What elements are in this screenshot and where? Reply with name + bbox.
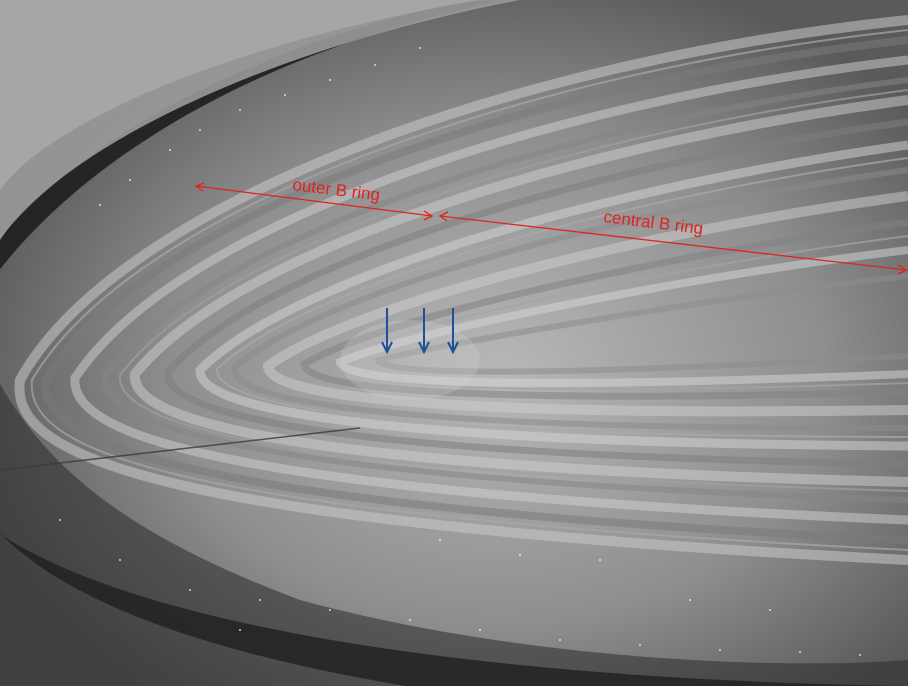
speckle-noise bbox=[59, 47, 861, 656]
ring-bands bbox=[14, 15, 908, 565]
spoke-arrow-2 bbox=[418, 308, 430, 355]
spoke-arrows bbox=[381, 308, 459, 355]
spoke-arrow-3 bbox=[447, 308, 459, 355]
spoke-arrow-1 bbox=[381, 308, 393, 355]
outer-b-ring-arrow bbox=[194, 182, 434, 221]
central-b-ring-arrow bbox=[438, 211, 908, 275]
